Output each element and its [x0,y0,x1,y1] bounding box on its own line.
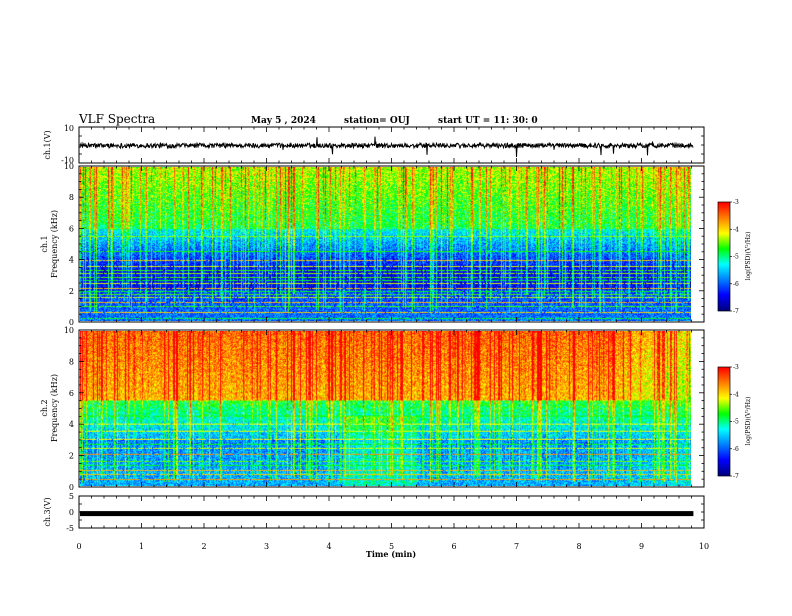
colorbar-gradient [718,202,730,311]
time-tick-label: 2 [201,542,206,551]
frequency-tick-label: 0 [69,483,74,492]
time-tick-label: 8 [576,542,581,551]
time-tick-label: 5 [389,542,394,551]
time-tick-label: 1 [139,542,144,551]
frequency-tick-label: 6 [69,224,74,233]
time-tick-label: 3 [264,542,269,551]
spectrogram-ch2-panel: 0 2 4 6 8 10 ch.2 Frequency (kHz) [40,326,705,492]
frequency-tick-label: 2 [69,452,74,461]
spectrogram-ch1-ylabel-frequency: Frequency (kHz) [50,210,59,278]
station-label: station= OUJ [344,116,410,126]
colorbar-ch1-ticks: -3 -4 -5 -6 -7 [730,199,739,315]
colorbar-tick-label: -7 [733,308,739,315]
spectrogram-ch2-ticks [78,329,705,488]
waveform-ch1-trace [79,136,694,158]
colorbar-ch2-label: log(PSD)(V²/Hz) [745,397,752,446]
colorbar-tick-label: -6 [733,281,739,288]
spectrogram-ch2-ytick-labels: 0 2 4 6 8 10 [64,326,74,492]
spectrogram-ch2-ylabel-frequency: Frequency (kHz) [50,374,59,442]
frequency-tick-label: 8 [69,193,74,202]
time-axis-tick-labels: 0 1 2 3 4 5 6 7 8 9 10 [76,542,709,551]
time-tick-label: 7 [514,542,519,551]
colorbar-tick-label: -4 [733,391,739,398]
colorbar-tick-label: -5 [733,254,739,261]
waveform-ch1-ytick-bottom: -10 [61,156,74,165]
spectrogram-ch1-panel: 0 2 4 6 8 10 ch.1 Frequency (kHz) [40,162,705,327]
date-label: May 5 , 2024 [251,116,316,126]
colorbar-gradient [718,367,730,476]
time-tick-label: 10 [699,542,709,551]
colorbar-tick-label: -3 [733,364,739,371]
waveform-ch1-ytick-top: 10 [64,124,74,133]
spectrogram-ch2-ylabel-channel: ch.2 [40,399,49,416]
time-tick-label: 0 [76,542,81,551]
waveform-ch3-ytick-mid: 0 [69,508,74,517]
frequency-tick-label: 6 [69,389,74,398]
waveform-ch3-trace [80,511,694,517]
waveform-ch3-ylabel: ch.3(V) [43,497,52,526]
spectrogram-ch1-image [80,167,691,321]
frequency-tick-label: 10 [64,326,74,335]
colorbar-tick-label: -7 [733,473,739,480]
waveform-ch3-ticks [78,495,705,529]
colorbar-tick-label: -3 [733,199,739,206]
time-tick-label: 9 [639,542,644,551]
spectrogram-ch1-ticks [78,165,705,323]
frequency-tick-label: 4 [69,256,74,265]
waveform-ch3-panel: 5 0 -5 ch.3(V) [43,492,705,533]
frequency-tick-label: 2 [69,287,74,296]
waveform-ch3-ytick-top: 5 [69,492,74,501]
colorbar-tick-label: -6 [733,446,739,453]
time-tick-label: 6 [451,542,456,551]
colorbar-ch1: -3 -4 -5 -6 -7 log(PSD)(V²/Hz) [717,199,752,315]
colorbar-tick-label: -4 [733,226,739,233]
colorbar-ch2-ticks: -3 -4 -5 -6 -7 [730,364,739,480]
figure-title: VLF Spectra [78,112,155,126]
frequency-tick-label: 10 [64,162,74,171]
spectrogram-ch2-image [80,331,691,486]
colorbar-ch2: -3 -4 -5 -6 -7 log(PSD)(V²/Hz) [717,364,752,480]
frequency-tick-label: 0 [69,318,74,327]
time-axis-label: Time (min) [366,549,416,559]
waveform-ch3-ytick-bottom: -5 [66,524,74,533]
spectrogram-ch1-ytick-labels: 0 2 4 6 8 10 [64,162,74,327]
start-time-label: start UT = 11: 30: 0 [438,116,538,126]
waveform-ch1-panel: 10 -10 ch.1(V) [43,124,705,165]
colorbar-tick-label: -5 [733,419,739,426]
waveform-ch1-ticks [78,126,705,164]
frequency-tick-label: 8 [69,357,74,366]
frequency-tick-label: 4 [69,420,74,429]
time-tick-label: 4 [326,542,331,551]
spectrogram-ch1-ylabel-channel: ch.1 [40,235,49,252]
colorbar-ch1-label: log(PSD)(V²/Hz) [745,232,752,281]
waveform-ch1-ylabel: ch.1(V) [43,130,52,159]
